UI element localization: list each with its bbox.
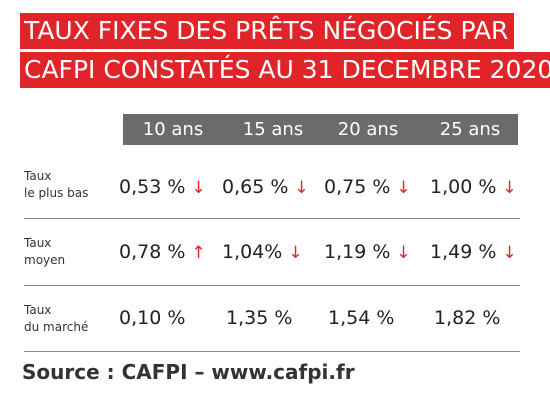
table-cell: 1,35 % xyxy=(226,307,292,329)
row-label-line-2: le plus bas xyxy=(24,186,89,200)
row-label-line-2: du marché xyxy=(24,320,89,334)
down-arrow-icon: ↓ xyxy=(502,178,517,198)
cell-value: 0,78 % xyxy=(119,241,186,263)
cell-value: 0,10 % xyxy=(119,307,186,329)
column-header-25-ans: 25 ans xyxy=(439,119,501,140)
row-label-line-1: Taux xyxy=(24,169,52,183)
column-header-20-ans: 20 ans xyxy=(337,119,399,140)
row-label-lowest: Taux le plus bas xyxy=(24,168,114,202)
row-label-line-1: Taux xyxy=(24,303,52,317)
table-cell: 1,04% ↓ xyxy=(222,241,303,263)
column-header-15-ans: 15 ans xyxy=(242,119,304,140)
cell-value: 1,04% xyxy=(222,241,283,263)
cell-value: 1,19 % xyxy=(324,241,391,263)
cell-value: 1,82 % xyxy=(434,307,501,329)
down-arrow-icon: ↓ xyxy=(396,243,411,263)
title-line-1: TAUX FIXES DES PRÊTS NÉGOCIÉS PAR xyxy=(20,13,515,49)
cell-value: 1,00 % xyxy=(430,176,497,198)
table-cell: 0,78 % ↑ xyxy=(119,241,206,263)
cell-value: 0,53 % xyxy=(119,176,186,198)
cell-value: 0,75 % xyxy=(324,176,391,198)
row-separator xyxy=(24,285,520,286)
table-cell: 1,19 % ↓ xyxy=(324,241,411,263)
column-header-10-ans: 10 ans xyxy=(142,119,204,140)
row-label-average: Taux moyen xyxy=(24,235,114,269)
table-cell: 1,82 % xyxy=(434,307,500,329)
table-cell: 1,00 % ↓ xyxy=(430,176,517,198)
title-line-2: CAFPI CONSTATÉS AU 31 DECEMBRE 2020 xyxy=(20,52,550,88)
row-label-line-1: Taux xyxy=(24,236,52,250)
table-cell: 0,53 % ↓ xyxy=(119,176,206,198)
source-text: Source : CAFPI – www.cafpi.fr xyxy=(22,360,355,384)
column-header-band xyxy=(123,114,518,145)
row-label-market: Taux du marché xyxy=(24,302,114,336)
table-cell: 0,10 % xyxy=(119,307,185,329)
down-arrow-icon: ↓ xyxy=(294,178,309,198)
table-cell: 0,75 % ↓ xyxy=(324,176,411,198)
cell-value: 1,35 % xyxy=(226,307,293,329)
row-label-line-2: moyen xyxy=(24,253,66,267)
up-arrow-icon: ↑ xyxy=(191,243,206,263)
row-separator xyxy=(24,351,520,352)
table-cell: 1,54 % xyxy=(328,307,394,329)
down-arrow-icon: ↓ xyxy=(191,178,206,198)
down-arrow-icon: ↓ xyxy=(396,178,411,198)
cell-value: 1,54 % xyxy=(328,307,395,329)
down-arrow-icon: ↓ xyxy=(502,243,517,263)
down-arrow-icon: ↓ xyxy=(288,243,303,263)
table-cell: 1,49 % ↓ xyxy=(430,241,517,263)
table-cell: 0,65 % ↓ xyxy=(222,176,309,198)
cell-value: 0,65 % xyxy=(222,176,289,198)
cell-value: 1,49 % xyxy=(430,241,497,263)
row-separator xyxy=(24,218,520,219)
